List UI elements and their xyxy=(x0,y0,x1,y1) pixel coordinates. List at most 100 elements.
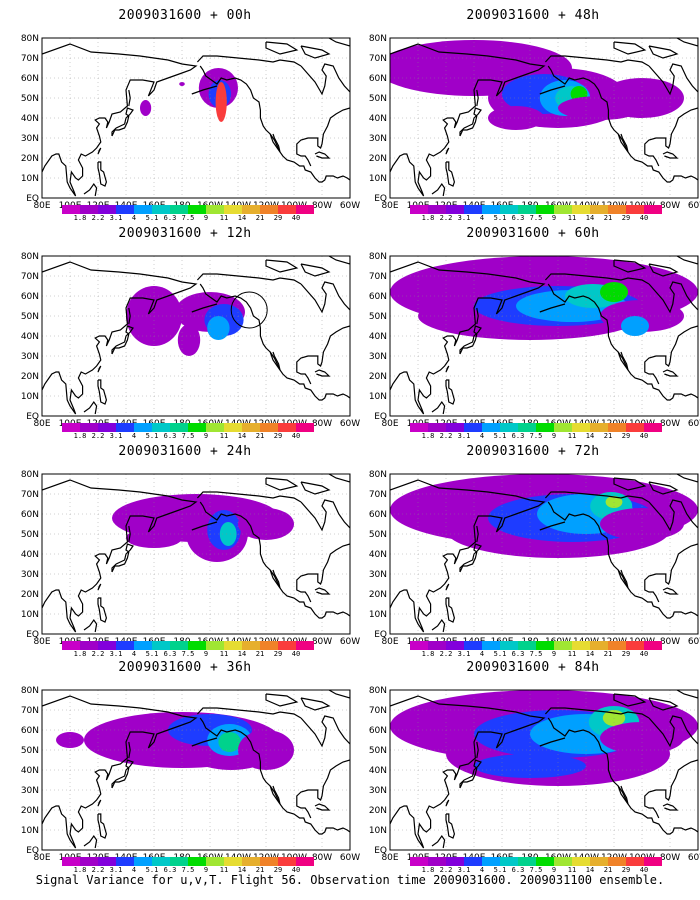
colorbar-label: 14 xyxy=(237,650,247,658)
coastline xyxy=(459,325,482,355)
coastline xyxy=(547,717,698,835)
observation-circle xyxy=(230,291,268,329)
colorbar-swatch xyxy=(626,423,644,432)
coastline xyxy=(613,477,647,491)
lon-tick-label: 80E xyxy=(33,201,50,211)
map-panel: 2009031600 + 12h 80N 70N 60N 50N 40N 30N 20N 10N… xyxy=(20,226,360,441)
colorbar-swatch xyxy=(170,205,188,214)
colorbar-swatch xyxy=(296,423,314,432)
colorbar-swatch xyxy=(116,423,134,432)
variance-field xyxy=(177,324,201,356)
variance-field xyxy=(179,82,185,86)
lat-tick-label: 30N xyxy=(369,786,387,796)
colorbar-swatch xyxy=(410,423,428,432)
panel-title: 2009031600 + 00h xyxy=(118,8,252,23)
colorbar-label: 40 xyxy=(291,650,301,658)
colorbar-swatch xyxy=(296,205,314,214)
coastline xyxy=(445,597,456,623)
lon-tick-label: 80E xyxy=(381,853,398,863)
coastline xyxy=(42,479,198,633)
coastline xyxy=(199,283,350,401)
lat-tick-label: 50N xyxy=(21,94,39,104)
lat-tick-label: 20N xyxy=(369,154,387,164)
lat-tick-label: 80N xyxy=(21,686,39,696)
colorbar-swatch xyxy=(572,205,590,214)
colorbar-swatch xyxy=(482,423,500,432)
colorbar-label: 5.1 xyxy=(493,650,507,658)
coastline xyxy=(431,618,446,633)
colorbar-swatch xyxy=(644,423,662,432)
coastline xyxy=(328,256,350,265)
colorbar-label: 4 xyxy=(131,432,137,440)
coastline xyxy=(42,261,198,415)
colorbar-label: 21 xyxy=(603,650,613,658)
variance-field xyxy=(56,732,84,748)
colorbar-swatch xyxy=(242,857,260,866)
colorbar-swatch xyxy=(188,423,206,432)
map-plot: 80N70N60N50N40N30N20N10NEQ80E100E120E140… xyxy=(369,470,700,647)
colorbar-label: 3.1 xyxy=(109,650,123,658)
colorbar-label: 7.5 xyxy=(529,650,543,658)
coastline xyxy=(296,759,350,819)
coastline xyxy=(300,63,350,96)
lat-tick-label: 10N xyxy=(369,174,387,184)
colorbar-swatch xyxy=(206,857,224,866)
lat-tick-label: EQ xyxy=(26,412,39,422)
coastline xyxy=(644,325,698,385)
colorbar-swatch xyxy=(572,423,590,432)
lat-tick-label: EQ xyxy=(374,630,387,640)
colorbar-label: 14 xyxy=(585,866,595,874)
colorbar-swatch xyxy=(428,641,446,650)
lon-tick-label: 60W xyxy=(340,419,360,429)
colorbar-swatch xyxy=(98,423,116,432)
colorbar-label: 5.1 xyxy=(493,866,507,874)
colorbar-label: 6.3 xyxy=(163,432,177,440)
coastline xyxy=(390,43,546,197)
coastline xyxy=(97,597,108,623)
coastline xyxy=(83,834,98,849)
lat-tick-label: 50N xyxy=(21,746,39,756)
colorbar-swatch xyxy=(278,641,296,650)
lat-tick-label: 30N xyxy=(21,352,39,362)
colorbar-swatch xyxy=(116,205,134,214)
lon-tick-label: 80W xyxy=(660,853,680,863)
colorbar-swatch xyxy=(500,205,518,214)
lat-tick-label: 40N xyxy=(21,114,39,124)
coastline xyxy=(300,481,331,495)
lat-tick-label: 30N xyxy=(369,570,387,580)
colorbar-label: 9 xyxy=(551,432,557,440)
colorbar-label: 29 xyxy=(621,650,631,658)
colorbar xyxy=(410,205,662,214)
coastline xyxy=(431,400,446,415)
coastline xyxy=(269,785,281,805)
lat-tick-label: 80N xyxy=(369,34,387,44)
map-panel: 2009031600 + 00h 80N 70N 60N 50N 40N 30N 20N 10N… xyxy=(20,8,360,223)
coastline xyxy=(431,834,446,849)
colorbar-label: 7.5 xyxy=(529,214,543,222)
variance-field xyxy=(218,732,241,752)
colorbar-label: 29 xyxy=(273,866,283,874)
coastline xyxy=(111,107,134,137)
colorbar-swatch xyxy=(554,857,572,866)
colorbar-swatch xyxy=(554,205,572,214)
colorbar-swatch xyxy=(80,423,98,432)
colorbar-label: 9 xyxy=(203,650,209,658)
coastline xyxy=(128,89,131,107)
coastline xyxy=(613,41,647,55)
lon-tick-label: 80E xyxy=(33,419,50,429)
coastline xyxy=(539,521,566,531)
coastline xyxy=(445,147,450,155)
coastline xyxy=(128,741,131,759)
lat-tick-label: EQ xyxy=(374,412,387,422)
colorbar-label: 6.3 xyxy=(511,214,525,222)
coastline xyxy=(648,715,698,748)
colorbar-swatch xyxy=(518,641,536,650)
colorbar-swatch xyxy=(170,857,188,866)
coastline xyxy=(191,521,218,531)
colorbar-swatch xyxy=(224,857,242,866)
coastline xyxy=(459,107,482,137)
lon-tick-label: 80W xyxy=(660,637,680,647)
lat-tick-label: EQ xyxy=(26,630,39,640)
coastline xyxy=(196,707,302,719)
lat-tick-label: 30N xyxy=(21,570,39,580)
